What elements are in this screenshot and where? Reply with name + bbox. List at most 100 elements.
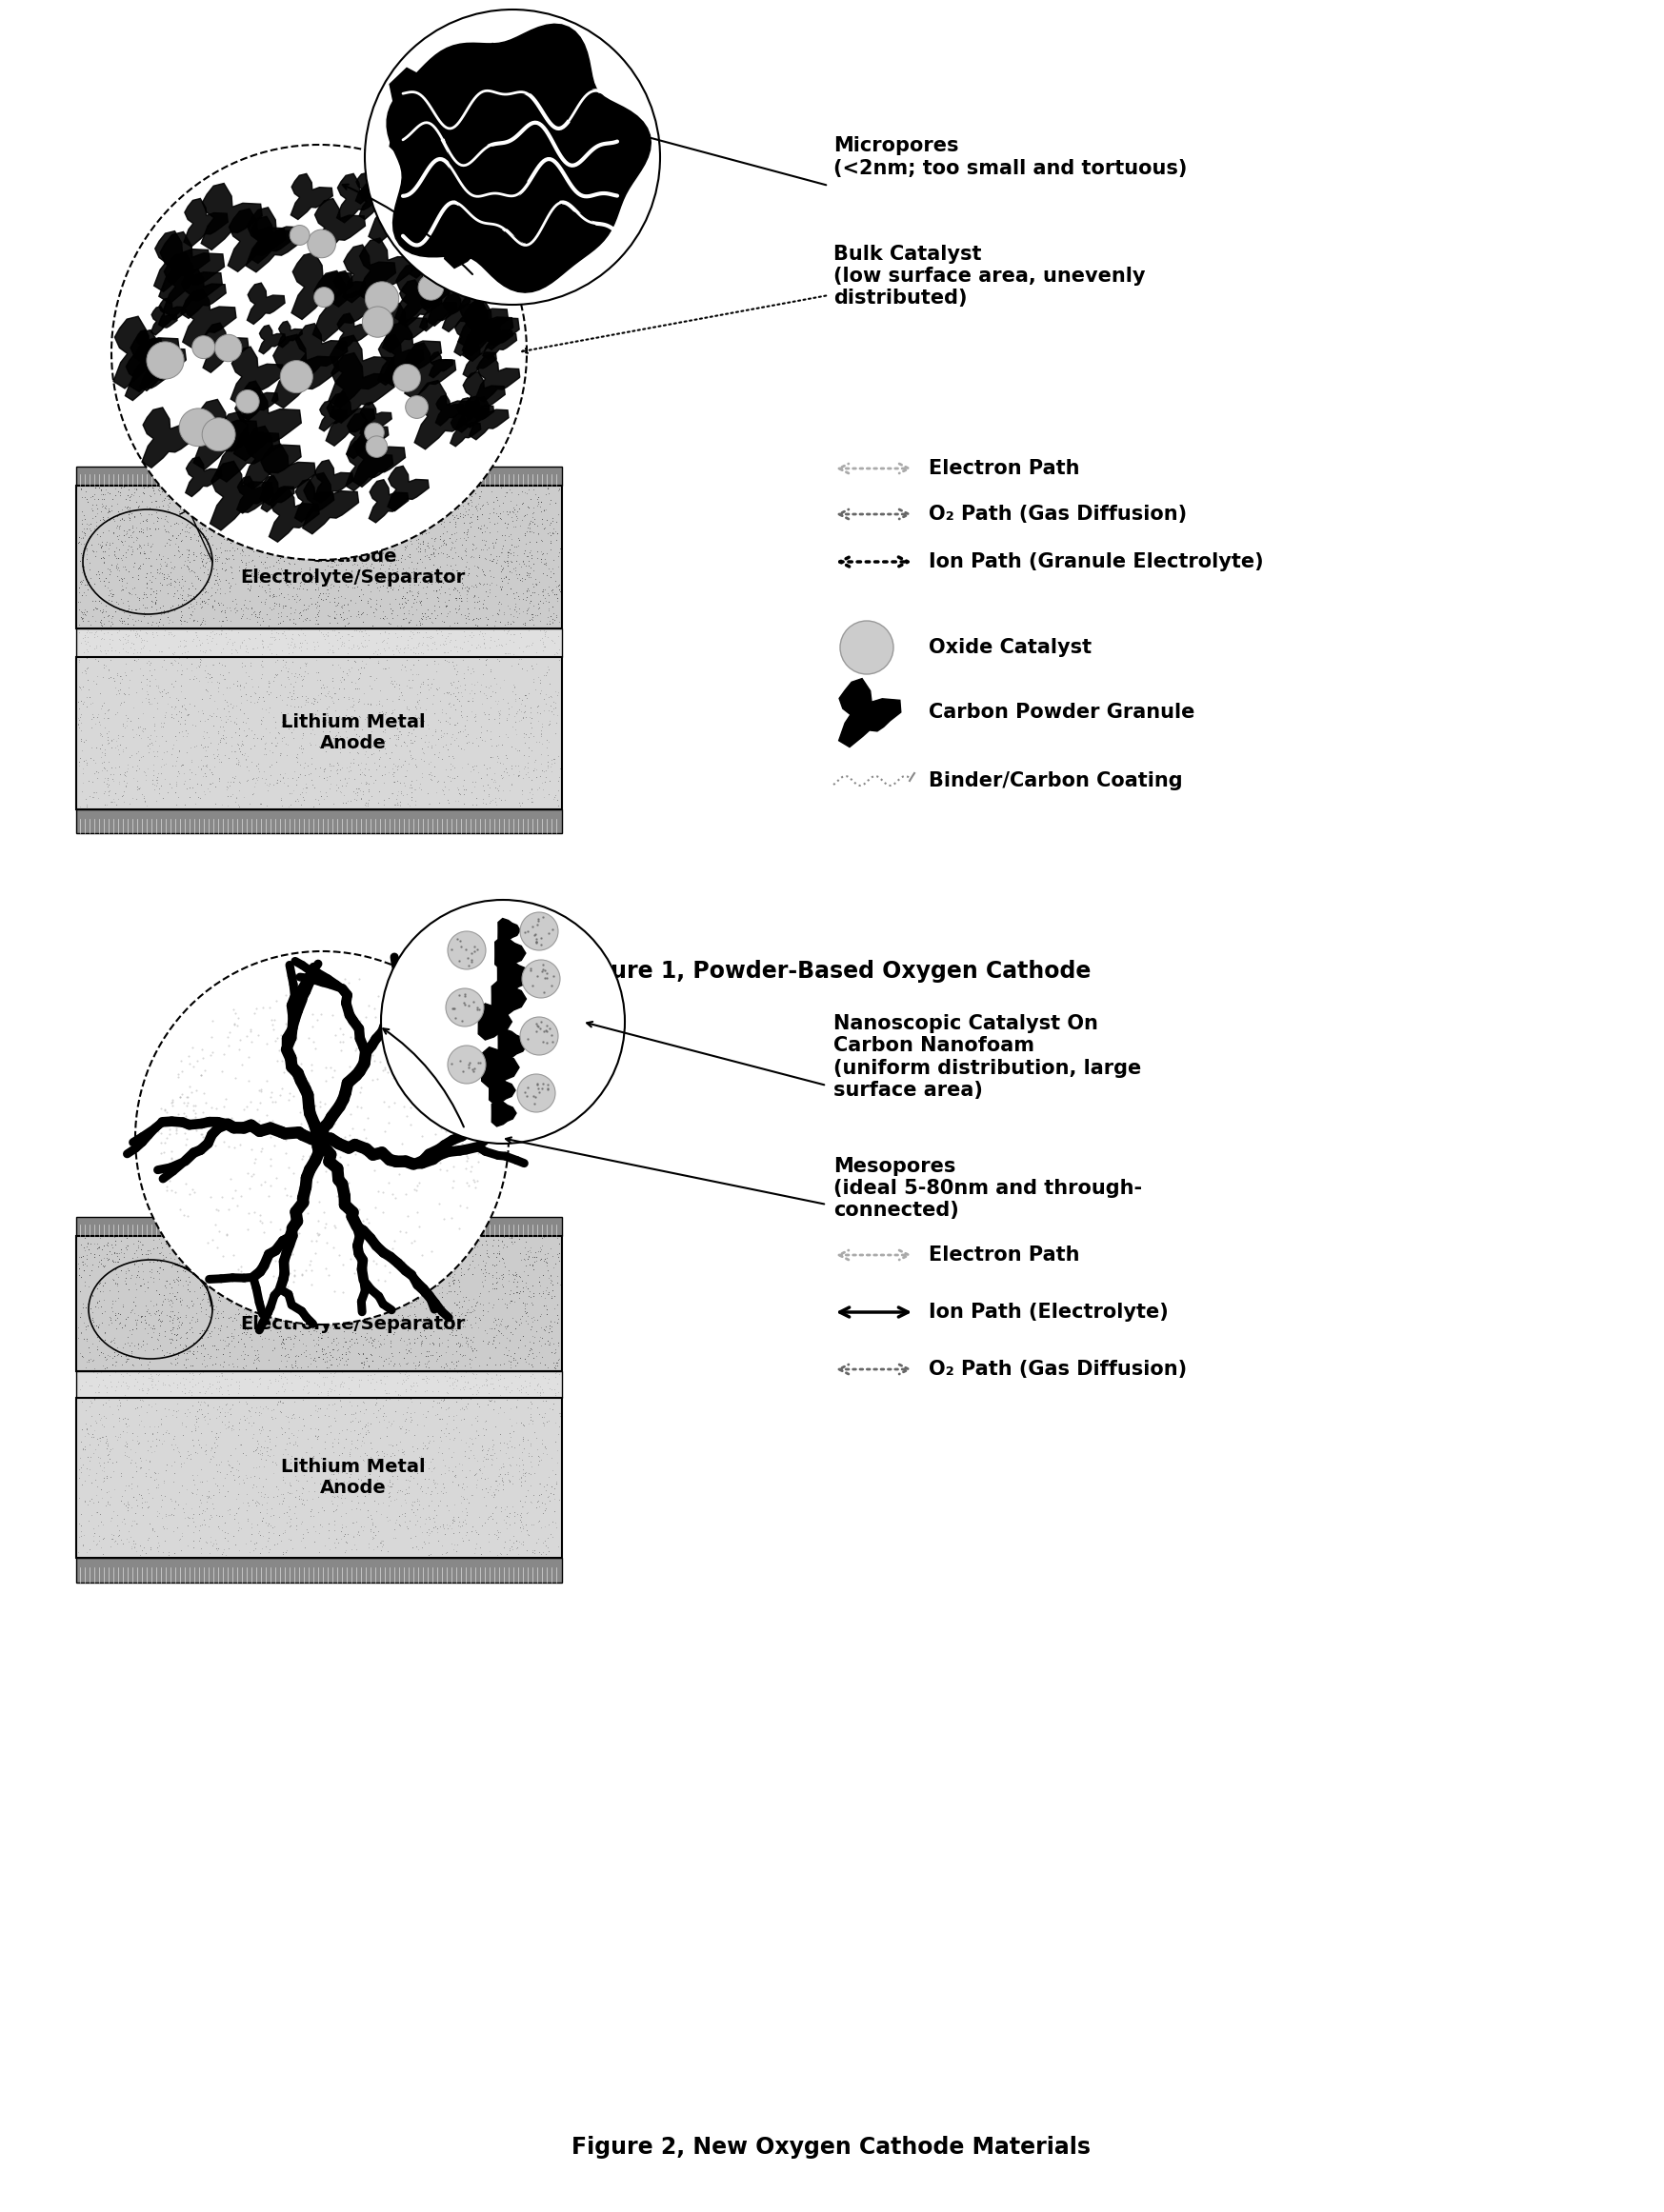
Text: Electron Path: Electron Path <box>929 1245 1080 1265</box>
Circle shape <box>448 1046 486 1084</box>
Circle shape <box>236 389 260 414</box>
Text: Ion Path (Electrolyte): Ion Path (Electrolyte) <box>929 1303 1168 1323</box>
Polygon shape <box>333 270 366 307</box>
Circle shape <box>308 230 336 259</box>
Polygon shape <box>181 270 226 319</box>
Polygon shape <box>336 173 381 223</box>
Polygon shape <box>463 372 506 418</box>
Polygon shape <box>155 230 210 292</box>
Polygon shape <box>125 352 168 400</box>
Circle shape <box>446 989 484 1026</box>
Polygon shape <box>246 283 285 325</box>
Text: Lithium Metal
Anode: Lithium Metal Anode <box>281 1458 426 1498</box>
Text: O₂ Path (Gas Diffusion): O₂ Path (Gas Diffusion) <box>929 504 1186 524</box>
Polygon shape <box>466 396 494 427</box>
Polygon shape <box>404 343 456 398</box>
Polygon shape <box>383 303 428 352</box>
FancyBboxPatch shape <box>77 487 562 628</box>
Circle shape <box>135 951 509 1325</box>
Circle shape <box>448 931 486 969</box>
Polygon shape <box>388 467 429 511</box>
Polygon shape <box>271 334 339 407</box>
Circle shape <box>191 336 215 358</box>
Circle shape <box>366 436 388 458</box>
Circle shape <box>393 365 421 392</box>
Polygon shape <box>356 173 384 204</box>
Polygon shape <box>493 1099 516 1126</box>
Polygon shape <box>228 208 286 272</box>
Text: Lithium Metal
Anode: Lithium Metal Anode <box>281 714 426 752</box>
FancyBboxPatch shape <box>77 1371 562 1398</box>
Polygon shape <box>389 69 476 161</box>
Polygon shape <box>201 184 263 250</box>
Circle shape <box>290 226 310 246</box>
Polygon shape <box>314 460 353 502</box>
Polygon shape <box>479 44 544 113</box>
Polygon shape <box>260 325 285 354</box>
Text: Figure 2, New Oxygen Cathode Materials: Figure 2, New Oxygen Cathode Materials <box>572 2137 1092 2159</box>
Polygon shape <box>210 460 273 531</box>
Polygon shape <box>409 239 446 279</box>
Polygon shape <box>158 232 225 303</box>
Polygon shape <box>483 323 516 358</box>
Circle shape <box>381 900 626 1144</box>
Text: O₂ Path (Gas Diffusion): O₂ Path (Gas Diffusion) <box>929 1360 1186 1378</box>
Polygon shape <box>386 24 651 292</box>
Circle shape <box>521 911 557 951</box>
Polygon shape <box>359 184 393 219</box>
Polygon shape <box>498 918 521 942</box>
Polygon shape <box>414 380 478 449</box>
Circle shape <box>401 228 431 257</box>
FancyBboxPatch shape <box>77 1557 562 1582</box>
Polygon shape <box>434 239 473 281</box>
Polygon shape <box>313 270 378 341</box>
Circle shape <box>518 1075 556 1113</box>
Circle shape <box>418 274 444 301</box>
Circle shape <box>840 622 894 675</box>
Polygon shape <box>359 403 391 436</box>
Polygon shape <box>346 414 388 458</box>
Polygon shape <box>463 341 496 378</box>
Polygon shape <box>463 299 519 361</box>
Polygon shape <box>358 239 416 301</box>
Polygon shape <box>456 398 488 431</box>
Text: Oxide Catalyst: Oxide Catalyst <box>929 637 1092 657</box>
FancyBboxPatch shape <box>77 810 562 834</box>
Polygon shape <box>261 476 295 511</box>
Polygon shape <box>498 958 531 993</box>
Polygon shape <box>368 175 431 243</box>
Polygon shape <box>394 204 418 228</box>
Polygon shape <box>329 336 394 407</box>
Polygon shape <box>314 199 366 254</box>
Polygon shape <box>478 1004 513 1040</box>
Polygon shape <box>488 323 513 349</box>
Polygon shape <box>158 299 185 327</box>
Polygon shape <box>522 190 601 274</box>
Polygon shape <box>216 411 280 482</box>
Text: Bulk Catalyst
(low surface area, unevenly
distributed): Bulk Catalyst (low surface area, unevenl… <box>834 246 1145 307</box>
FancyBboxPatch shape <box>77 1217 562 1237</box>
Polygon shape <box>231 347 285 405</box>
Polygon shape <box>136 330 161 358</box>
Circle shape <box>406 396 428 418</box>
Circle shape <box>280 361 313 394</box>
Polygon shape <box>441 71 481 115</box>
Polygon shape <box>278 321 303 347</box>
Circle shape <box>201 418 235 451</box>
Text: Ion Path (Granule Electrolyte): Ion Path (Granule Electrolyte) <box>929 553 1263 571</box>
Text: Nanofoam Air
Cathode
Electrolyte/Separator: Nanofoam Air Cathode Electrolyte/Separat… <box>241 1274 466 1334</box>
Polygon shape <box>428 279 471 325</box>
Circle shape <box>363 307 393 336</box>
Polygon shape <box>458 93 501 139</box>
Polygon shape <box>839 679 900 748</box>
Polygon shape <box>429 352 453 378</box>
Polygon shape <box>411 208 451 250</box>
Circle shape <box>146 341 185 378</box>
Polygon shape <box>461 75 524 144</box>
Polygon shape <box>399 281 443 327</box>
FancyBboxPatch shape <box>77 1398 562 1557</box>
Polygon shape <box>353 429 406 487</box>
Polygon shape <box>494 936 526 969</box>
Polygon shape <box>443 292 479 332</box>
Polygon shape <box>346 440 393 491</box>
